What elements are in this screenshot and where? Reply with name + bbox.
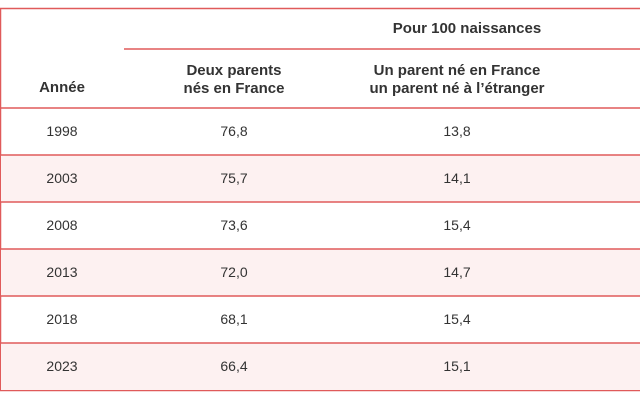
- cell: 15,4: [443, 217, 470, 233]
- cell: 75,7: [220, 170, 247, 186]
- cell: 66,4: [220, 358, 247, 374]
- cell: 68,1: [220, 311, 247, 327]
- cell: 72,0: [220, 264, 247, 280]
- cell: 2008: [46, 217, 77, 233]
- cell: 73,6: [220, 217, 247, 233]
- cell: 2013: [46, 264, 77, 280]
- column-header: Un parent né en France: [374, 62, 541, 79]
- row-band: [1, 343, 640, 390]
- cell: 2003: [46, 170, 77, 186]
- cell: 14,1: [443, 170, 470, 186]
- cell: 2023: [46, 358, 77, 374]
- cell: 1998: [46, 123, 77, 139]
- cell: 76,8: [220, 123, 247, 139]
- column-header: nés en France: [184, 80, 285, 97]
- row-band: [1, 249, 640, 296]
- cell: 14,7: [443, 264, 470, 280]
- column-header: Année: [39, 79, 85, 96]
- cell: 15,1: [443, 358, 470, 374]
- cell: 15,4: [443, 311, 470, 327]
- cell: 13,8: [443, 123, 470, 139]
- column-header: Deux parents: [186, 62, 281, 79]
- column-header: un parent né à l’étranger: [369, 80, 544, 97]
- group-header: Pour 100 naissances: [393, 20, 541, 37]
- row-band: [1, 155, 640, 202]
- cell: 2018: [46, 311, 77, 327]
